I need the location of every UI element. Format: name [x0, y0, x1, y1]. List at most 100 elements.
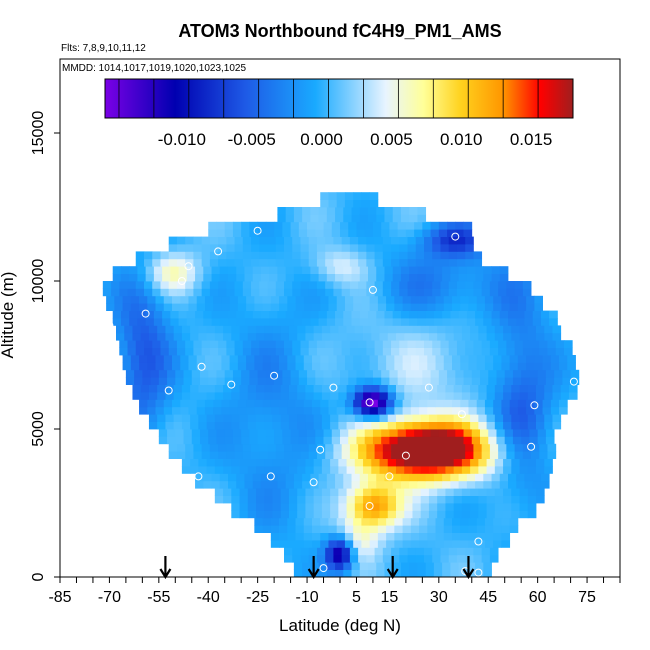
- heatmap-cell: [259, 251, 268, 260]
- x-tick-label: 5: [352, 589, 361, 606]
- heatmap-cell: [287, 532, 296, 541]
- heatmap-cell: [399, 347, 408, 356]
- heatmap-cell: [465, 547, 474, 556]
- heatmap-cell: [491, 266, 501, 274]
- heatmap-cell: [193, 251, 203, 260]
- heatmap-cell: [254, 303, 263, 311]
- heatmap-cell: [410, 525, 420, 533]
- heatmap-cell: [409, 318, 418, 326]
- heatmap-cell: [386, 406, 395, 415]
- heatmap-cell: [466, 310, 476, 319]
- heatmap-cell: [394, 406, 403, 415]
- heatmap-cell: [430, 229, 440, 237]
- heatmap-cell: [559, 399, 568, 408]
- heatmap-cell: [308, 547, 318, 556]
- heatmap-cell: [308, 251, 318, 260]
- heatmap-cell: [514, 347, 524, 356]
- heatmap-cell: [542, 355, 552, 363]
- heatmap-cell: [494, 503, 504, 511]
- heatmap-cell: [522, 281, 532, 289]
- heatmap-cell: [463, 429, 473, 437]
- heatmap-cell: [335, 569, 344, 578]
- heatmap-cell: [461, 510, 471, 519]
- heatmap-cell: [145, 273, 155, 282]
- heatmap-cell: [288, 421, 298, 430]
- heatmap-cell: [302, 310, 311, 319]
- heatmap-cell: [330, 325, 339, 334]
- heatmap-cell: [351, 266, 361, 274]
- heatmap-cell: [440, 258, 450, 267]
- heatmap-cell: [180, 399, 189, 408]
- heatmap-cell: [341, 251, 351, 260]
- heatmap-cell: [526, 406, 535, 415]
- heatmap-cell: [391, 451, 400, 459]
- heatmap-cell: [503, 332, 512, 341]
- heatmap-cell: [228, 273, 237, 282]
- heatmap-cell: [247, 325, 257, 334]
- heatmap-cell: [504, 377, 514, 385]
- heatmap-cell: [435, 532, 445, 541]
- heatmap-cell: [475, 318, 484, 326]
- heatmap-cell: [476, 517, 486, 526]
- heatmap-cell: [379, 503, 389, 511]
- heatmap-cell: [295, 399, 305, 408]
- heatmap-cell: [330, 458, 339, 467]
- heatmap-cell: [407, 251, 417, 260]
- heatmap-cell: [503, 488, 512, 496]
- heatmap-cell: [545, 377, 555, 385]
- heatmap-cell: [260, 273, 270, 282]
- heatmap-cell: [307, 436, 316, 445]
- heatmap-cell: [407, 347, 417, 356]
- heatmap-cell: [382, 547, 392, 556]
- heatmap-cell: [483, 273, 492, 282]
- heatmap-cell: [234, 443, 244, 452]
- heatmap-cell: [354, 458, 364, 467]
- heatmap-cell: [396, 510, 405, 519]
- heatmap-cell: [280, 466, 290, 474]
- heatmap-cell: [316, 281, 326, 289]
- heatmap-cell: [425, 473, 435, 482]
- heatmap-cell: [344, 532, 354, 541]
- heatmap-cell: [321, 510, 331, 519]
- heatmap-cell: [209, 281, 219, 289]
- heatmap-cell: [195, 480, 204, 489]
- heatmap-cell: [396, 332, 405, 341]
- heatmap-cell: [219, 318, 229, 326]
- heatmap-cell: [221, 362, 231, 371]
- heatmap-cell: [231, 488, 240, 496]
- heatmap-cell: [295, 355, 305, 363]
- heatmap-cell: [331, 229, 341, 237]
- heatmap-cell: [412, 392, 422, 400]
- heatmap-cell: [282, 369, 291, 378]
- heatmap-cell: [425, 569, 435, 578]
- heatmap-cell: [326, 473, 336, 482]
- heatmap-cell: [223, 332, 232, 341]
- heatmap-cell: [234, 451, 244, 459]
- heatmap-cell: [519, 503, 529, 511]
- heatmap-cell: [204, 355, 214, 363]
- heatmap-cell: [157, 421, 166, 430]
- heatmap-cell: [412, 421, 422, 430]
- heatmap-cell: [484, 303, 494, 311]
- heatmap-cell: [292, 236, 301, 245]
- heatmap-cell: [364, 429, 374, 437]
- heatmap-cell: [290, 429, 300, 437]
- heatmap-cell: [549, 318, 558, 326]
- heatmap-cell: [514, 288, 524, 297]
- heatmap-cell: [466, 562, 476, 570]
- heatmap-cell: [382, 251, 392, 260]
- heatmap-cell: [509, 355, 519, 363]
- heatmap-cell: [493, 517, 502, 526]
- heatmap-cell: [481, 547, 491, 556]
- heatmap-cell: [335, 214, 344, 223]
- heatmap-cell: [127, 347, 137, 356]
- chart-title: ATOM3 Northbound fC4H9_PM1_AMS: [178, 21, 501, 41]
- heatmap-cell: [335, 273, 344, 282]
- heatmap-cell: [242, 258, 252, 267]
- heatmap-cell: [305, 384, 315, 393]
- heatmap-cell: [181, 458, 191, 467]
- heatmap-cell: [437, 458, 446, 467]
- heatmap-cell: [422, 221, 431, 230]
- heatmap-cell: [120, 310, 130, 319]
